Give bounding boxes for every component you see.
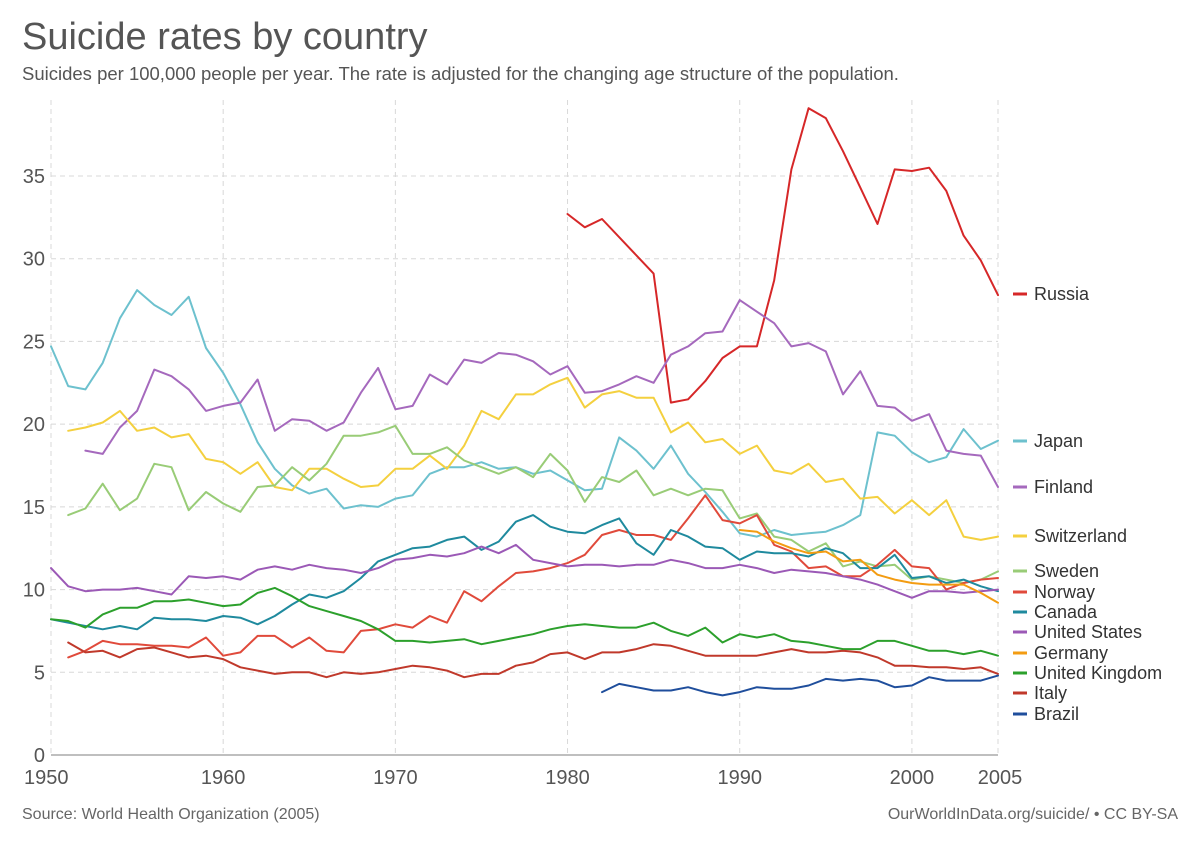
series-line-brazil [601,674,999,697]
series-line-italy [67,641,999,679]
y-tick-label: 0 [34,745,45,767]
y-tick-label: 20 [23,414,45,436]
x-tick-label: 1950 [24,767,69,789]
series-line-germany [738,529,999,604]
series-line-sweden [67,424,999,584]
legend-label: Sweden [1034,561,1099,581]
series-line-united-states [50,543,999,599]
legend-label: Italy [1034,683,1067,703]
y-tick-label: 25 [23,331,45,353]
legend-label: Germany [1034,643,1108,663]
legend-label: Norway [1034,582,1095,602]
series-line-finland [84,299,999,488]
legend-label: Brazil [1034,704,1079,724]
legend-label: Finland [1034,477,1093,497]
series-line-united-kingdom [50,586,999,657]
y-tick-label: 5 [34,662,45,684]
legend-item-finland: Finland [1013,477,1093,497]
legend-item-sweden: Sweden [1013,561,1099,581]
series-line-japan [50,289,999,538]
series-lines [50,107,999,697]
legend-label: Russia [1034,284,1090,304]
legend-item-brazil: Brazil [1013,704,1079,724]
y-tick-label: 30 [23,249,45,271]
x-tick-label: 2005 [978,767,1023,789]
legend-label: United Kingdom [1034,663,1162,683]
y-tick-label: 15 [23,497,45,519]
legend-label: Switzerland [1034,526,1127,546]
legend-item-germany: Germany [1013,643,1108,663]
y-tick-label: 35 [23,166,45,188]
legend-item-japan: Japan [1013,431,1083,451]
chart-subtitle: Suicides per 100,000 people per year. Th… [22,63,899,84]
source-note: Source: World Health Organization (2005) [22,806,320,823]
x-tick-label: 1960 [201,767,246,789]
chart-title: Suicide rates by country [22,16,428,58]
series-line-canada [50,514,999,631]
legend-label: Canada [1034,602,1098,622]
x-tick-label: 2000 [890,767,935,789]
x-tick-label: 1970 [373,767,418,789]
x-axis-ticks: 1950 1960 1970 1980 1990 2000 2005 [24,767,1022,789]
y-axis-ticks: 0 5 10 15 20 25 30 35 [23,166,45,767]
x-tick-label: 1980 [545,767,590,789]
legend-label: Japan [1034,431,1083,451]
legend-item-russia: Russia [1013,284,1090,304]
legend-item-canada: Canada [1013,602,1098,622]
credit-link[interactable]: OurWorldInData.org/suicide/ • CC BY-SA [887,806,1178,823]
legend-label: United States [1034,622,1142,642]
legend-item-united-states: United States [1013,622,1142,642]
legend-item-switzerland: Switzerland [1013,526,1127,546]
legend-item-italy: Italy [1013,683,1067,703]
legend-item-united-kingdom: United Kingdom [1013,663,1162,683]
x-tick-label: 1990 [717,767,762,789]
series-line-russia [566,107,999,404]
series-line-norway [67,494,999,659]
series-line-switzerland [67,376,999,541]
legend-item-norway: Norway [1013,582,1095,602]
legend: Russia Japan Finland Switzerland SwedenNorwa… [1013,284,1162,724]
y-tick-label: 10 [23,580,45,602]
